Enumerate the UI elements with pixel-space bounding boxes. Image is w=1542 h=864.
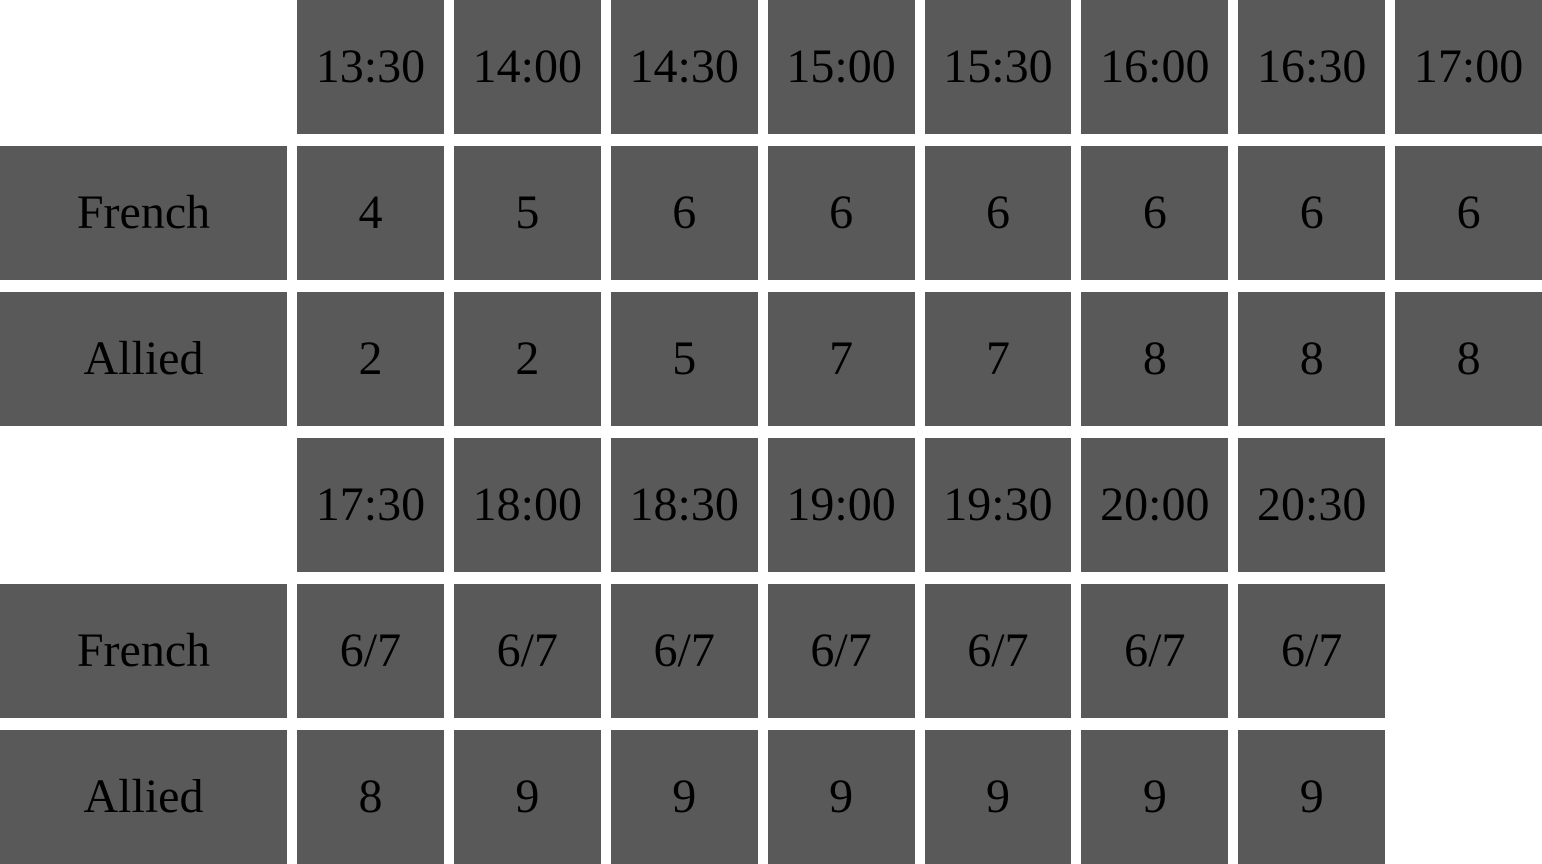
trailing-spacer — [1395, 438, 1542, 572]
time-header: 20:00 — [1081, 438, 1229, 572]
allied-value: 2 — [453, 292, 601, 426]
row-label-french: French — [0, 146, 287, 280]
row-label-french: French — [0, 584, 287, 718]
allied-value: 7 — [767, 292, 915, 426]
french-value: 6 — [610, 146, 758, 280]
french-value: 4 — [297, 146, 444, 280]
time-header: 14:30 — [610, 0, 758, 134]
allied-value: 9 — [453, 730, 601, 864]
time-header: 14:00 — [453, 0, 601, 134]
french-value: 6 — [1238, 146, 1386, 280]
allied-value: 8 — [1395, 292, 1542, 426]
time-header: 19:00 — [767, 438, 915, 572]
allied-value: 2 — [297, 292, 444, 426]
french-value: 6/7 — [297, 584, 444, 718]
row-label-allied: Allied — [0, 292, 287, 426]
french-value: 6 — [1081, 146, 1229, 280]
time-header: 20:30 — [1238, 438, 1386, 572]
french-value: 6 — [924, 146, 1072, 280]
french-value: 6/7 — [767, 584, 915, 718]
french-value: 6 — [1395, 146, 1542, 280]
time-header: 17:00 — [1395, 0, 1542, 134]
allied-value: 9 — [1081, 730, 1229, 864]
french-value: 6/7 — [1081, 584, 1229, 718]
french-value: 6/7 — [453, 584, 601, 718]
time-header: 16:30 — [1238, 0, 1386, 134]
corner-spacer — [0, 438, 287, 572]
time-header: 17:30 — [297, 438, 444, 572]
allied-value: 9 — [1238, 730, 1386, 864]
corner-spacer — [0, 0, 287, 134]
trailing-spacer — [1395, 730, 1542, 864]
allied-value: 7 — [924, 292, 1072, 426]
trailing-spacer — [1395, 584, 1542, 718]
allied-value: 5 — [610, 292, 758, 426]
time-header: 15:30 — [924, 0, 1072, 134]
time-header: 16:00 — [1081, 0, 1229, 134]
time-header: 15:00 — [767, 0, 915, 134]
allied-value: 8 — [1081, 292, 1229, 426]
french-value: 5 — [453, 146, 601, 280]
french-value: 6 — [767, 146, 915, 280]
row-label-allied: Allied — [0, 730, 287, 864]
french-value: 6/7 — [610, 584, 758, 718]
allied-value: 9 — [924, 730, 1072, 864]
allied-value: 8 — [297, 730, 444, 864]
allied-value: 8 — [1238, 292, 1386, 426]
french-value: 6/7 — [1238, 584, 1386, 718]
allied-value: 9 — [610, 730, 758, 864]
time-header: 19:30 — [924, 438, 1072, 572]
time-header: 18:30 — [610, 438, 758, 572]
time-header: 13:30 — [297, 0, 444, 134]
time-header: 18:00 — [453, 438, 601, 572]
french-value: 6/7 — [924, 584, 1072, 718]
allied-value: 9 — [767, 730, 915, 864]
